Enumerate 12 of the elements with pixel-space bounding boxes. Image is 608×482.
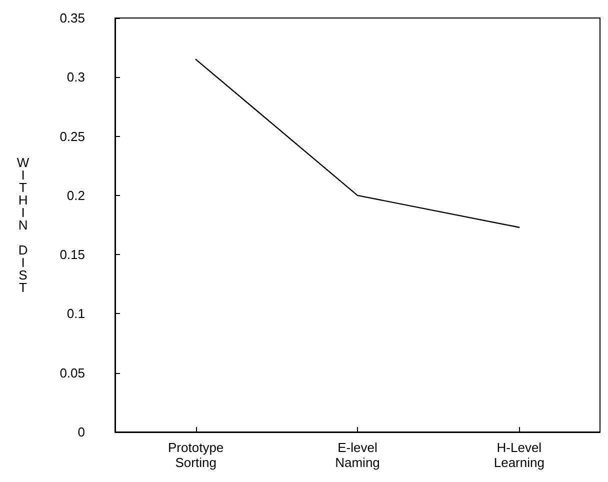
x-tick-label: Prototype Sorting <box>168 440 224 470</box>
text: WITHIN DIST <box>16 155 30 295</box>
x-tick-label: H-Level Learning <box>494 440 544 470</box>
y-tick-label: 0 <box>78 424 85 440</box>
x-tick-label: E-level Naming <box>335 440 380 470</box>
y-tick-label: 0.2 <box>66 188 85 203</box>
y-tick-label: 0.1 <box>66 306 85 322</box>
y-tick-label: 0.25 <box>60 128 85 144</box>
y-tick-label: 0.05 <box>60 365 85 380</box>
y-tick-label: 0.15 <box>60 247 85 262</box>
y-tick-label: 0.35 <box>60 10 85 26</box>
y-tick-label: 0.3 <box>66 70 85 85</box>
